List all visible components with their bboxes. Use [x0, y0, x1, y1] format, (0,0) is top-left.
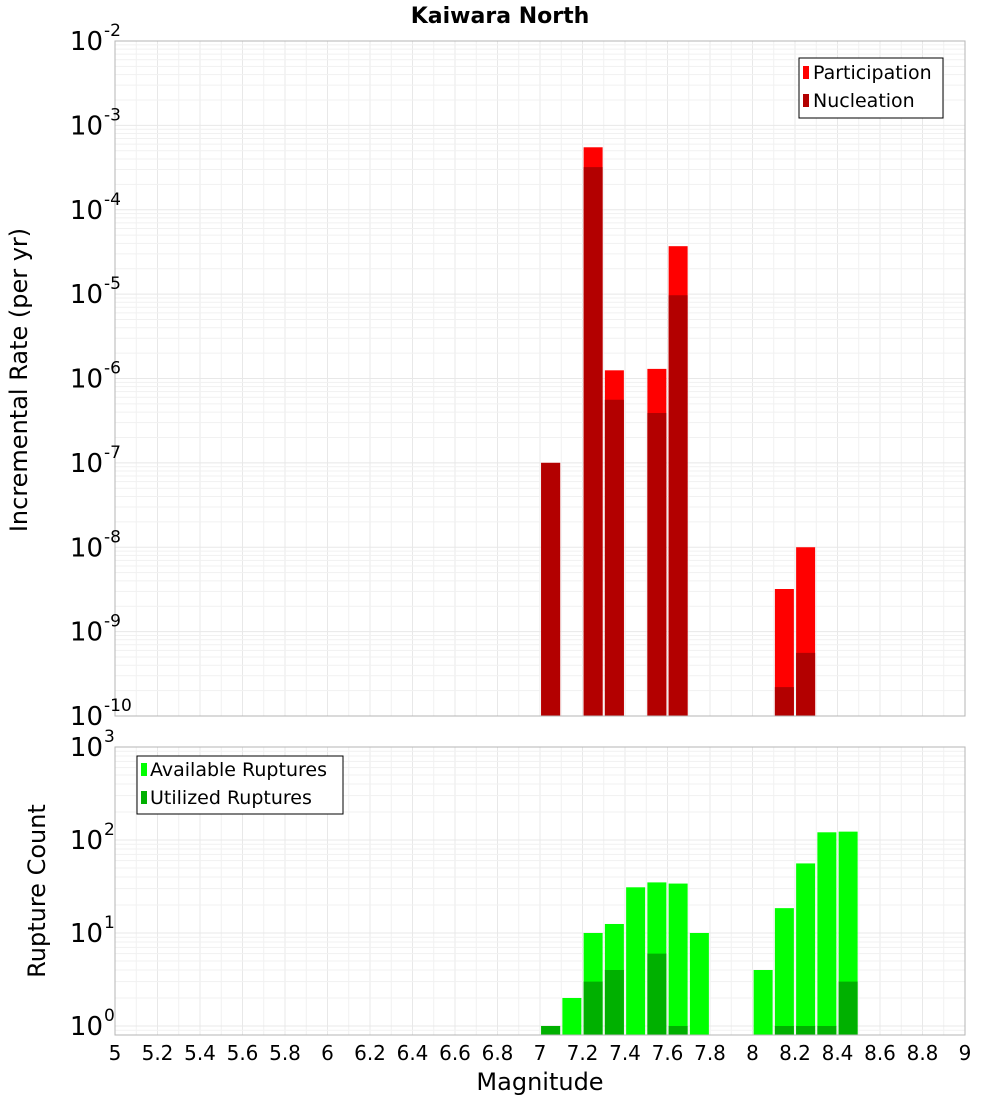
top-grid: [114, 40, 966, 717]
top-y-tick-exponent: -6: [104, 359, 121, 379]
top-y-tick-exponent: -8: [104, 527, 121, 547]
bar-utilized-ruptures-m8_25: [796, 1025, 816, 1035]
x-tick-label: 9: [959, 1041, 972, 1065]
bottom-y-axis-label: Rupture Count: [23, 804, 51, 978]
x-tick-label: 5.2: [142, 1041, 174, 1065]
bar-utilized-ruptures-m7_65: [668, 1025, 688, 1035]
bar-available-ruptures-m7_15: [562, 997, 582, 1035]
bottom-y-tick-exponent: 0: [104, 1006, 115, 1026]
bar-nucleation-m8_25: [796, 652, 816, 716]
top-bars: [541, 147, 816, 717]
top-legend: Participation Nucleation: [798, 57, 944, 119]
bar-available-ruptures-m8_15: [774, 908, 794, 1035]
legend-label-utilized-ruptures: Utilized Ruptures: [150, 787, 312, 809]
x-tick-label: 7.8: [694, 1041, 726, 1065]
x-axis-ticks: 5 5.2 5.4 5.6 5.8 6 6.2 6.4 6.6 6.8 7 7.2 7.4 7.6 7.8 8…: [109, 1041, 972, 1065]
bar-nucleation-m7_05: [541, 462, 561, 716]
bar-available-ruptures-m7_75: [689, 932, 709, 1035]
top-y-tick-label: 10: [70, 533, 103, 563]
bottom-y-tick-label: 10: [70, 733, 103, 763]
bar-nucleation-m7_25: [583, 167, 603, 716]
top-y-tick-exponent: -7: [104, 443, 121, 463]
top-y-tick-label: 10: [70, 449, 103, 479]
bar-available-ruptures-m8_35: [817, 832, 837, 1035]
bottom-plot-frame: [114, 746, 966, 1036]
bottom-bars: [541, 831, 858, 1035]
x-tick-label: 5.6: [227, 1041, 259, 1065]
x-tick-label: 6: [321, 1041, 334, 1065]
bar-utilized-ruptures-m8_15: [774, 1025, 794, 1035]
bar-participation-m8_15: [774, 589, 794, 716]
x-tick-label: 5.8: [269, 1041, 301, 1065]
x-axis-label: Magnitude: [476, 1068, 603, 1096]
bottom-y-tick-exponent: 3: [104, 727, 115, 747]
x-tick-label: 6.4: [397, 1041, 429, 1065]
top-plot-frame: [114, 40, 966, 717]
bar-available-ruptures-m8_05: [753, 969, 773, 1035]
top-y-tick-exponent: -3: [104, 105, 121, 125]
bar-nucleation-m7_65: [668, 295, 688, 716]
top-y-tick-label: 10: [70, 280, 103, 310]
x-tick-label: 8.4: [822, 1041, 854, 1065]
x-tick-label: 6.8: [482, 1041, 514, 1065]
bar-utilized-ruptures-m7_55: [647, 953, 667, 1035]
bar-utilized-ruptures-m8_35: [817, 1025, 837, 1035]
top-y-tick-exponent: -4: [104, 190, 121, 210]
bar-nucleation-m7_35: [604, 399, 624, 716]
top-y-tick-label: 10: [70, 111, 103, 141]
bottom-y-tick-label: 10: [70, 1012, 103, 1042]
x-tick-label: 5: [109, 1041, 122, 1065]
bar-utilized-ruptures-m7_25: [583, 981, 603, 1035]
top-legend-box: [798, 57, 944, 119]
legend-label-nucleation: Nucleation: [813, 90, 915, 112]
top-y-tick-exponent: -9: [104, 612, 121, 632]
top-y-tick-exponent: -5: [104, 274, 121, 294]
bar-available-ruptures-m7_65: [668, 883, 688, 1035]
bottom-y-tick-label: 10: [70, 826, 103, 856]
x-tick-label: 8.6: [864, 1041, 896, 1065]
legend-label-available-ruptures: Available Ruptures: [150, 759, 327, 781]
x-tick-label: 7.4: [609, 1041, 641, 1065]
legend-swatch-utilized-ruptures: [141, 791, 147, 804]
x-tick-label: 7.2: [567, 1041, 599, 1065]
legend-swatch-nucleation: [803, 94, 809, 107]
legend-swatch-available-ruptures: [141, 763, 147, 776]
x-tick-label: 7: [534, 1041, 547, 1065]
bar-utilized-ruptures-m8_45: [838, 981, 858, 1035]
top-y-tick-label: 10: [70, 702, 103, 732]
bottom-y-tick-exponent: 1: [104, 913, 115, 933]
bar-available-ruptures-m8_25: [796, 863, 816, 1035]
bottom-legend: Available Ruptures Utilized Ruptures: [136, 755, 344, 815]
x-tick-label: 6.6: [439, 1041, 471, 1065]
legend-swatch-participation: [803, 66, 809, 79]
top-y-tick-label: 10: [70, 27, 103, 57]
x-tick-label: 6.2: [354, 1041, 386, 1065]
top-y-tick-label: 10: [70, 365, 103, 395]
x-tick-label: 8: [746, 1041, 759, 1065]
bottom-y-tick-exponent: 2: [104, 820, 115, 840]
bar-utilized-ruptures-m7_35: [604, 969, 624, 1035]
legend-label-participation: Participation: [813, 62, 932, 84]
bar-nucleation-m7_55: [647, 413, 667, 716]
x-tick-label: 5.4: [184, 1041, 216, 1065]
bar-nucleation-m8_15: [774, 687, 794, 716]
bar-available-ruptures-m7_45: [626, 887, 646, 1035]
x-tick-label: 7.6: [652, 1041, 684, 1065]
x-tick-label: 8.2: [779, 1041, 811, 1065]
bottom-legend-box: [136, 755, 344, 815]
top-y-tick-label: 10: [70, 618, 103, 648]
top-y-tick-exponent: -10: [104, 696, 132, 716]
bottom-y-tick-label: 10: [70, 919, 103, 949]
top-y-tick-label: 10: [70, 196, 103, 226]
x-tick-label: 8.8: [907, 1041, 939, 1065]
bar-utilized-ruptures-m7_05: [541, 1025, 561, 1035]
top-y-axis-label: Incremental Rate (per yr): [5, 228, 33, 532]
top-y-tick-exponent: -2: [104, 21, 121, 41]
chart-title: Kaiwara North: [411, 4, 590, 29]
